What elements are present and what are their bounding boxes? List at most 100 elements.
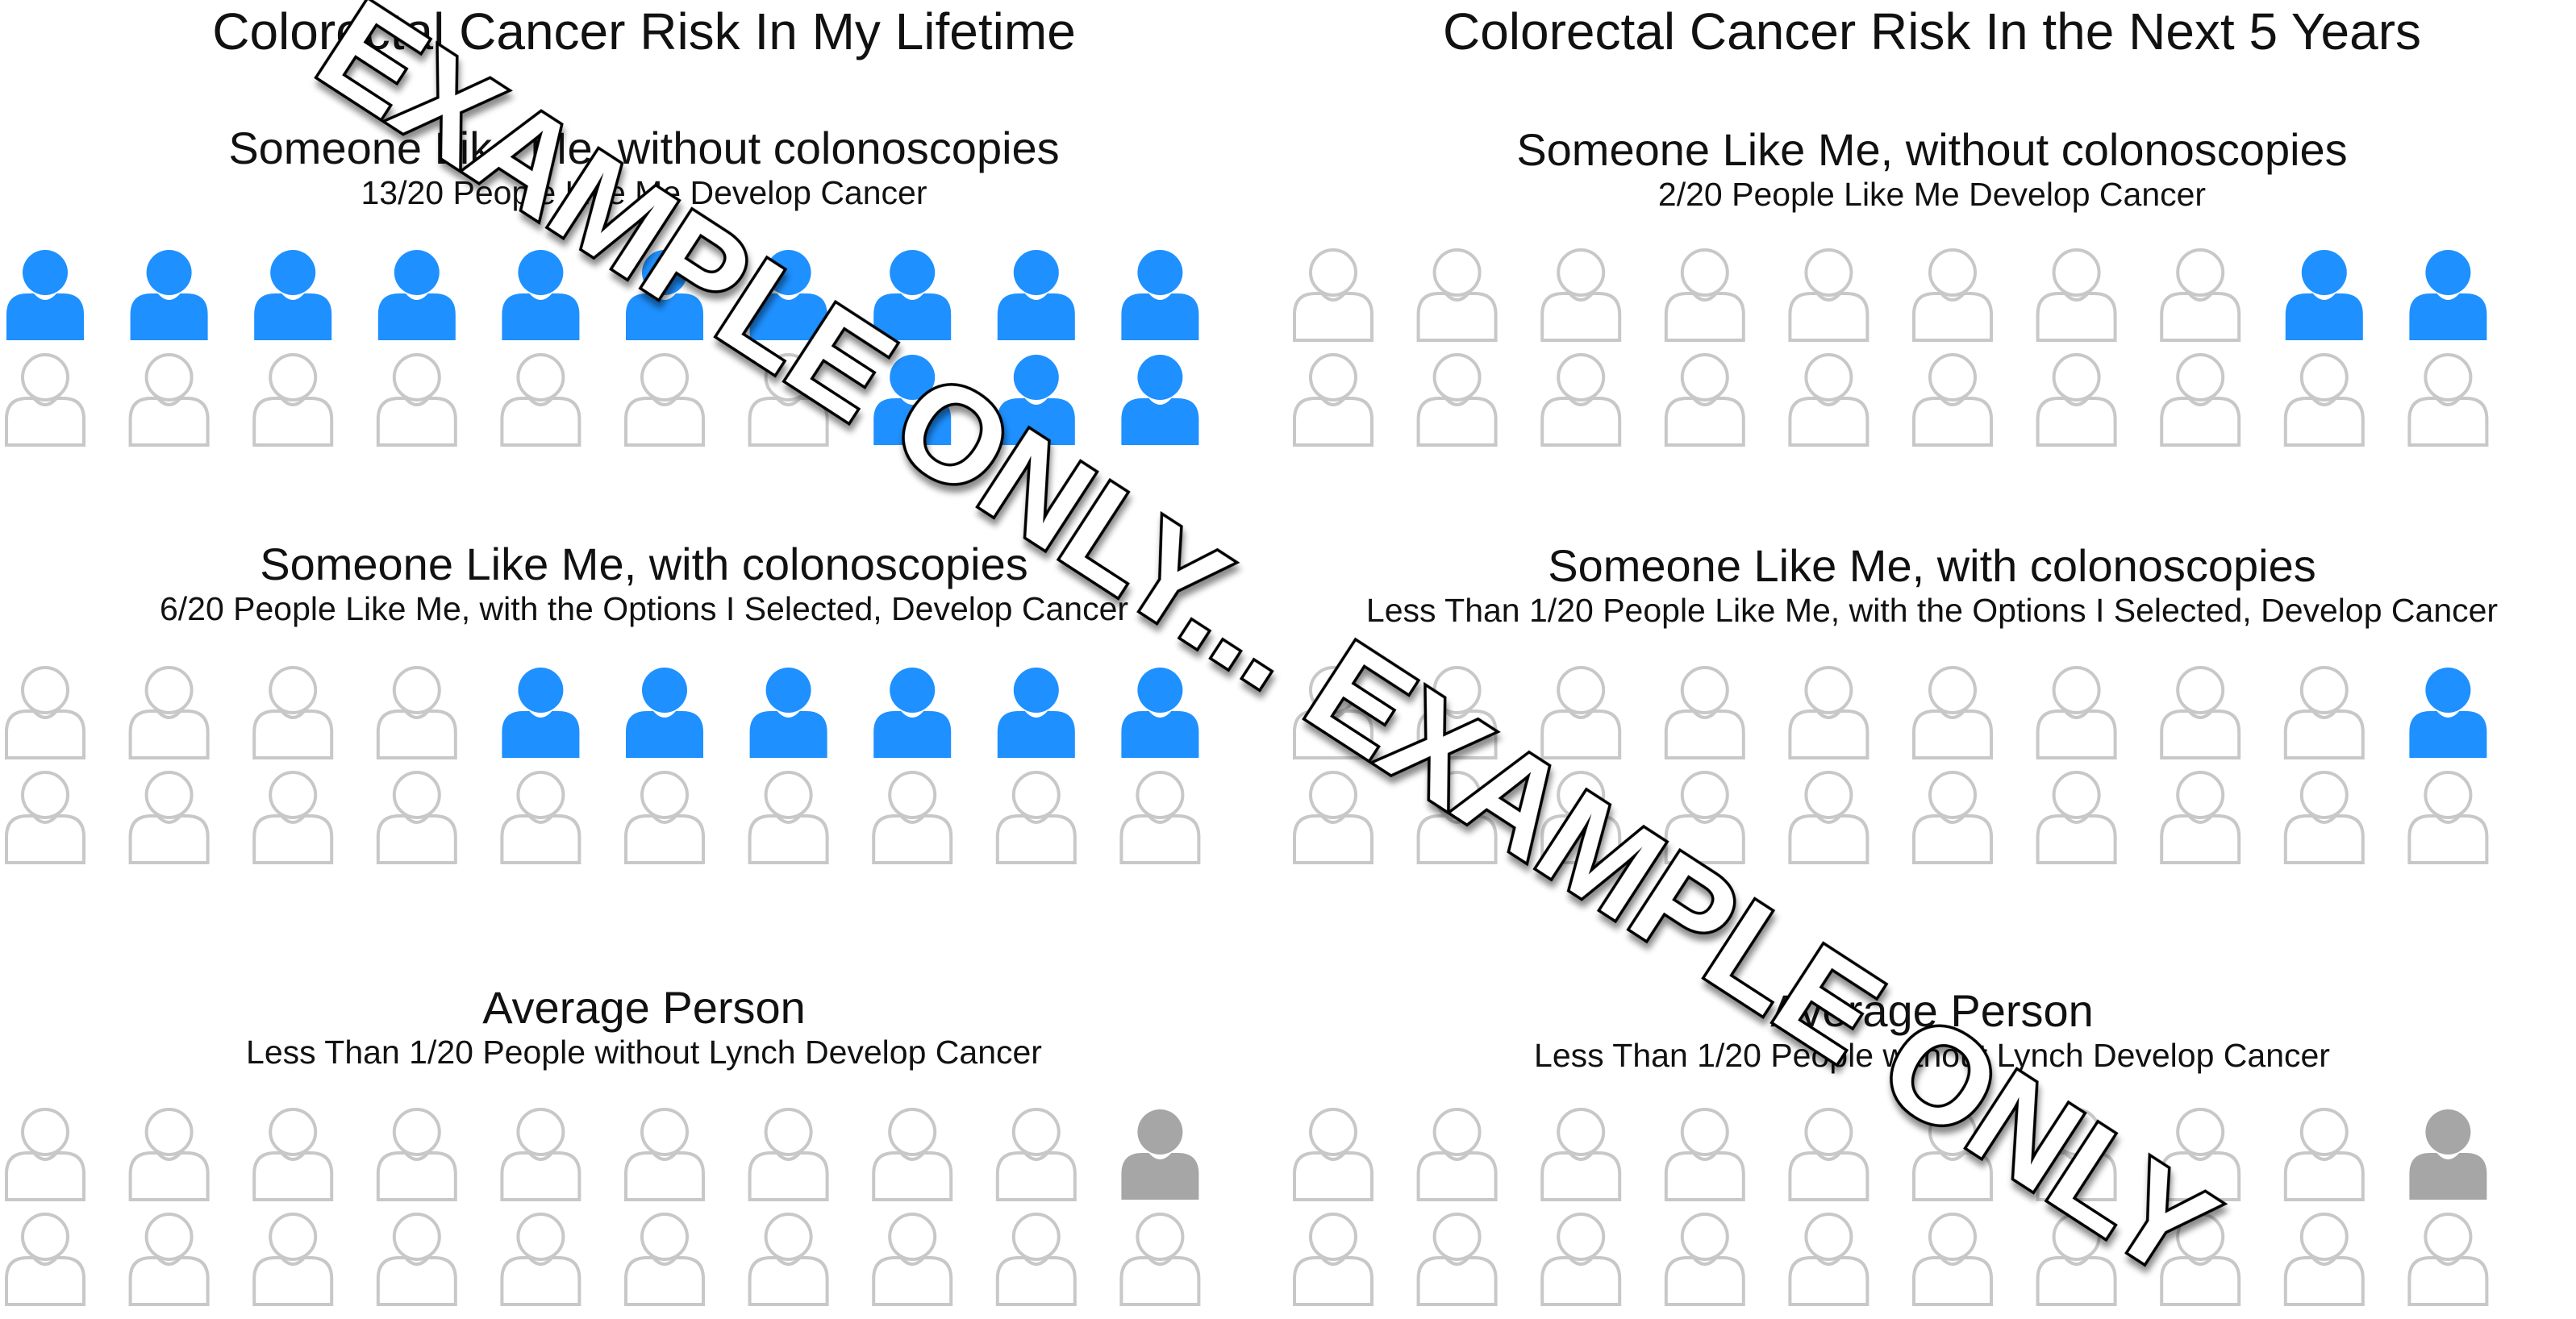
person-icon-unaffected bbox=[252, 353, 334, 447]
person-icon-unaffected bbox=[1119, 771, 1201, 864]
person-icon-unaffected bbox=[5, 1213, 85, 1306]
person-icon-unaffected bbox=[2036, 1108, 2117, 1201]
person-icon-affected bbox=[2409, 250, 2487, 340]
person-icon-unaffected bbox=[624, 771, 705, 864]
person-icon-unaffected bbox=[1416, 666, 1498, 759]
person-icon-affected bbox=[2409, 668, 2487, 758]
person-icon-unaffected bbox=[2036, 666, 2117, 759]
person-icon-affected bbox=[626, 250, 703, 340]
person-icon-affected bbox=[1121, 250, 1199, 340]
person-icon-unaffected bbox=[1540, 248, 1622, 342]
panel-title: Average Person bbox=[1770, 985, 2094, 1036]
five-year-risk-chart: Colorectal Cancer Risk In the Next 5 Yea… bbox=[1288, 0, 2576, 1319]
person-icon-unaffected bbox=[1788, 666, 1869, 759]
person-icon-unaffected bbox=[1540, 771, 1622, 864]
person-icon-unaffected bbox=[1540, 1213, 1622, 1306]
person-icon-affected bbox=[997, 355, 1075, 445]
person-icon-unaffected bbox=[2407, 771, 2489, 864]
person-icon-unaffected bbox=[252, 1108, 334, 1201]
person-icon-unaffected bbox=[500, 1108, 581, 1201]
person-icon-unaffected bbox=[376, 353, 457, 447]
person-icon-unaffected bbox=[1912, 1108, 1993, 1201]
person-icon-unaffected bbox=[1293, 1213, 1373, 1306]
person-icon-unaffected bbox=[995, 771, 1077, 864]
icon-array bbox=[1288, 661, 2576, 871]
person-icon-unaffected bbox=[376, 1108, 457, 1201]
icon-array-svg bbox=[5, 1108, 1201, 1306]
panel-title: Someone Like Me, with colonoscopies bbox=[1548, 540, 2316, 591]
person-icon-affected bbox=[749, 668, 827, 758]
person-icon-unaffected bbox=[1912, 666, 1993, 759]
person-icon-unaffected bbox=[624, 1213, 705, 1306]
person-icon-unaffected bbox=[5, 1108, 85, 1201]
person-icon-unaffected bbox=[1912, 771, 1993, 864]
person-icon-unaffected bbox=[2160, 1213, 2241, 1306]
panel-title: Someone Like Me, with colonoscopies bbox=[260, 539, 1028, 589]
person-icon-unaffected bbox=[748, 771, 829, 864]
person-icon-unaffected bbox=[995, 1213, 1077, 1306]
panel-subtitle: 2/20 People Like Me Develop Cancer bbox=[1657, 176, 2207, 213]
person-icon-unaffected bbox=[1119, 1213, 1201, 1306]
person-icon-unaffected bbox=[2036, 353, 2117, 447]
person-icon-unaffected bbox=[1664, 666, 1745, 759]
person-icon-affected bbox=[626, 668, 703, 758]
person-icon-unaffected bbox=[1664, 353, 1745, 447]
panel-subtitle: Less Than 1/20 People without Lynch Deve… bbox=[1534, 1037, 2330, 1074]
person-icon-unaffected bbox=[995, 1108, 1077, 1201]
person-icon-unaffected bbox=[2283, 666, 2365, 759]
person-icon-unaffected bbox=[2036, 1213, 2117, 1306]
person-icon-unaffected bbox=[2036, 248, 2117, 342]
icon-array bbox=[0, 661, 1288, 871]
panel-without-colonoscopies: Someone Like Me, without colonoscopies 2… bbox=[1288, 124, 2576, 213]
person-icon-unaffected bbox=[376, 771, 457, 864]
panel-subtitle: Less Than 1/20 People Like Me, with the … bbox=[1365, 592, 2499, 629]
person-icon-unaffected bbox=[1540, 353, 1622, 447]
person-icon-unaffected bbox=[128, 353, 210, 447]
person-icon-unaffected bbox=[252, 771, 334, 864]
person-icon-unaffected bbox=[1664, 771, 1745, 864]
person-icon-unaffected bbox=[2283, 1108, 2365, 1201]
person-icon-unaffected bbox=[1293, 353, 1373, 447]
person-icon-unaffected bbox=[1912, 353, 1993, 447]
panel-subtitle: Less Than 1/20 People without Lynch Deve… bbox=[246, 1034, 1042, 1071]
person-icon-unaffected bbox=[500, 1213, 581, 1306]
person-icon-unaffected bbox=[1788, 248, 1869, 342]
person-icon-unaffected bbox=[2407, 353, 2489, 447]
person-icon-unaffected bbox=[500, 771, 581, 864]
person-icon-affected bbox=[2409, 1109, 2487, 1200]
person-icon-affected bbox=[502, 668, 580, 758]
person-icon-unaffected bbox=[2283, 1213, 2365, 1306]
person-icon-unaffected bbox=[2160, 771, 2241, 864]
icon-array-svg bbox=[5, 250, 1199, 447]
person-icon-affected bbox=[254, 250, 332, 340]
person-icon-unaffected bbox=[1416, 771, 1498, 864]
person-icon-affected bbox=[873, 355, 952, 445]
panel-without-colonoscopies: Someone Like Me, without colonoscopies 1… bbox=[0, 123, 1288, 211]
icon-array-svg bbox=[1293, 248, 2489, 447]
person-icon-unaffected bbox=[1293, 248, 1373, 342]
person-icon-unaffected bbox=[1788, 353, 1869, 447]
person-icon-unaffected bbox=[128, 666, 210, 759]
person-icon-unaffected bbox=[5, 353, 85, 447]
person-icon-unaffected bbox=[376, 666, 457, 759]
person-icon-unaffected bbox=[1788, 1213, 1869, 1306]
icon-array-svg bbox=[1293, 666, 2489, 864]
person-icon-unaffected bbox=[128, 771, 210, 864]
panel-average-person: Average Person Less Than 1/20 People wit… bbox=[1288, 985, 2576, 1074]
person-icon-unaffected bbox=[5, 666, 85, 759]
person-icon-affected bbox=[377, 250, 456, 340]
person-icon-unaffected bbox=[2036, 771, 2117, 864]
person-icon-unaffected bbox=[624, 1108, 705, 1201]
person-icon-unaffected bbox=[1788, 771, 1869, 864]
person-icon-unaffected bbox=[872, 1108, 953, 1201]
panel-title: Average Person bbox=[482, 982, 806, 1033]
person-icon-unaffected bbox=[1540, 666, 1622, 759]
person-icon-affected bbox=[6, 250, 84, 340]
person-icon-unaffected bbox=[252, 1213, 334, 1306]
person-icon-unaffected bbox=[1664, 1108, 1745, 1201]
person-icon-unaffected bbox=[1664, 248, 1745, 342]
person-icon-affected bbox=[1121, 355, 1199, 445]
person-icon-unaffected bbox=[376, 1213, 457, 1306]
chart-title: Colorectal Cancer Risk In the Next 5 Yea… bbox=[1442, 2, 2422, 60]
person-icon-unaffected bbox=[1293, 771, 1373, 864]
